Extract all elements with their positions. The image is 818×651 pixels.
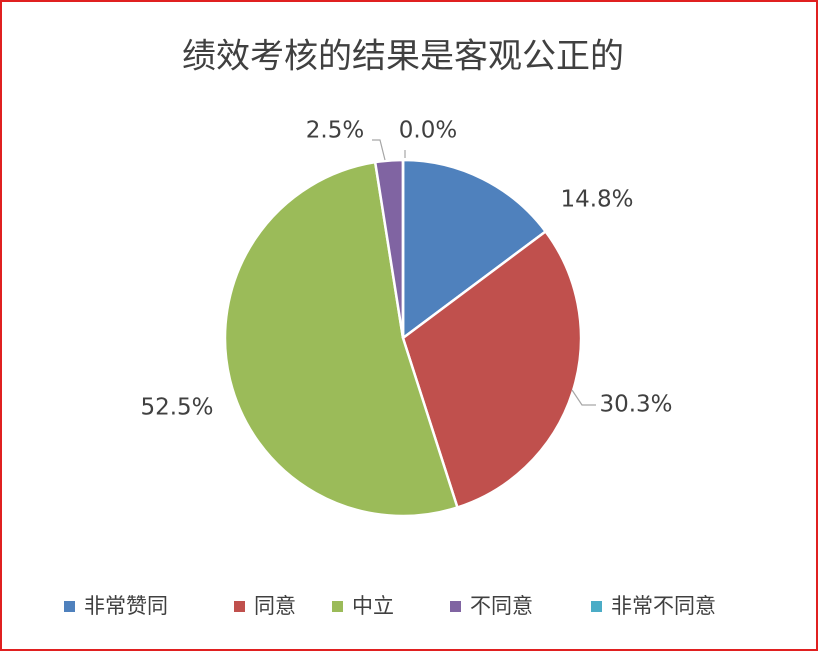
leader-line	[372, 139, 386, 161]
data-label: 52.5%	[140, 395, 213, 421]
pie-slice	[401, 229, 583, 510]
data-label: 14.8%	[560, 187, 633, 213]
legend-swatch	[591, 601, 602, 612]
pie-slice	[401, 158, 548, 341]
data-labels: 14.8% 30.3% 52.5% 2.5% 0.0%	[140, 118, 672, 421]
legend-label: 中立	[352, 594, 394, 618]
legend-swatch	[234, 601, 245, 612]
legend-label: 非常不同意	[611, 594, 716, 618]
legend-swatch	[64, 601, 75, 612]
leader-line	[571, 389, 596, 406]
legend-swatch	[450, 601, 461, 612]
legend-label: 同意	[254, 594, 296, 618]
data-label: 30.3%	[599, 392, 672, 418]
data-label: 0.0%	[399, 118, 457, 144]
legend-label: 非常赞同	[84, 594, 168, 618]
legend: 非常赞同 同意 中立 不同意 非常不同意	[64, 594, 716, 618]
legend-label: 不同意	[470, 594, 533, 618]
pie-slice	[223, 160, 459, 518]
pie	[223, 158, 583, 518]
data-label: 2.5%	[306, 118, 364, 144]
chart-title: 绩效考核的结果是客观公正的	[182, 37, 624, 77]
legend-swatch	[332, 601, 343, 612]
